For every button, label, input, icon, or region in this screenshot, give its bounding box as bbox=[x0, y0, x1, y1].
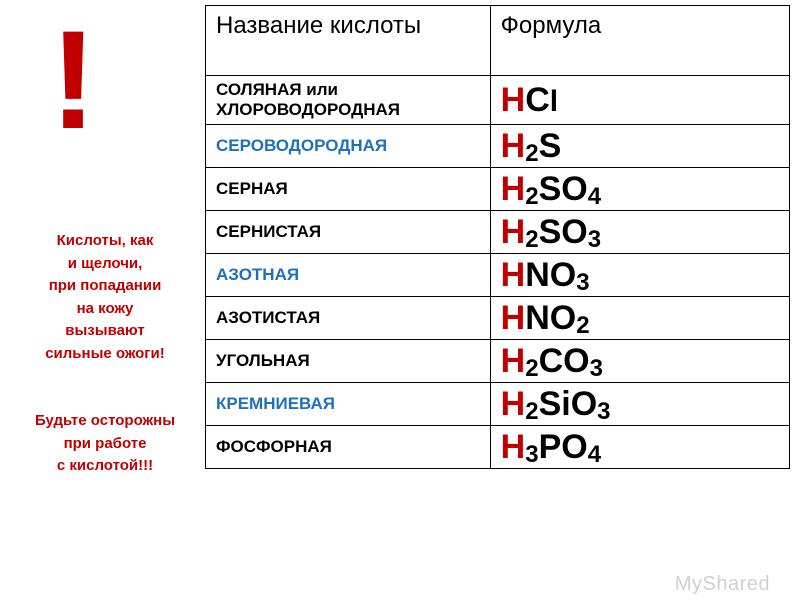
table-row: АЗОТИСТАЯHNO2 bbox=[206, 297, 790, 340]
warning-text: Кислоты, каки щелочи,при попаданиина кож… bbox=[10, 230, 200, 478]
exclamation-mark: ! bbox=[50, 10, 97, 150]
acid-formula: H2SO4 bbox=[490, 168, 789, 211]
acid-formula: HNO2 bbox=[490, 297, 789, 340]
table-row: СЕРНАЯH2SO4 bbox=[206, 168, 790, 211]
table-row: ФОСФОРНАЯH3PO4 bbox=[206, 426, 790, 469]
acid-name: АЗОТНАЯ bbox=[206, 254, 491, 297]
table-row: УГОЛЬНАЯH2CO3 bbox=[206, 340, 790, 383]
acid-formula: HNO3 bbox=[490, 254, 789, 297]
acid-formula: H2CO3 bbox=[490, 340, 789, 383]
table-row: СЕРОВОДОРОДНАЯH2S bbox=[206, 125, 790, 168]
header-name: Название кислоты bbox=[206, 6, 491, 76]
acid-name: УГОЛЬНАЯ bbox=[206, 340, 491, 383]
acid-formula: H3PO4 bbox=[490, 426, 789, 469]
acid-name: СЕРОВОДОРОДНАЯ bbox=[206, 125, 491, 168]
acid-name: СЕРНИСТАЯ bbox=[206, 211, 491, 254]
table-row: АЗОТНАЯHNO3 bbox=[206, 254, 790, 297]
table-row: СОЛЯНАЯ илиХЛОРОВОДОРОДНАЯHCl bbox=[206, 76, 790, 125]
table-row: СЕРНИСТАЯH2SO3 bbox=[206, 211, 790, 254]
acid-formula: H2SO3 bbox=[490, 211, 789, 254]
header-formula: Формула bbox=[490, 6, 789, 76]
acid-name: СЕРНАЯ bbox=[206, 168, 491, 211]
acid-name: ФОСФОРНАЯ bbox=[206, 426, 491, 469]
acid-name: СОЛЯНАЯ илиХЛОРОВОДОРОДНАЯ bbox=[206, 76, 491, 125]
acid-name: КРЕМНИЕВАЯ bbox=[206, 383, 491, 426]
acid-name: АЗОТИСТАЯ bbox=[206, 297, 491, 340]
acids-table: Название кислоты Формула СОЛЯНАЯ илиХЛОР… bbox=[205, 5, 790, 469]
acid-formula: H2S bbox=[490, 125, 789, 168]
acid-formula: H2SiO3 bbox=[490, 383, 789, 426]
acid-formula: HCl bbox=[490, 76, 789, 125]
table-row: КРЕМНИЕВАЯH2SiO3 bbox=[206, 383, 790, 426]
table-header-row: Название кислоты Формула bbox=[206, 6, 790, 76]
watermark: MyShared bbox=[675, 573, 770, 596]
